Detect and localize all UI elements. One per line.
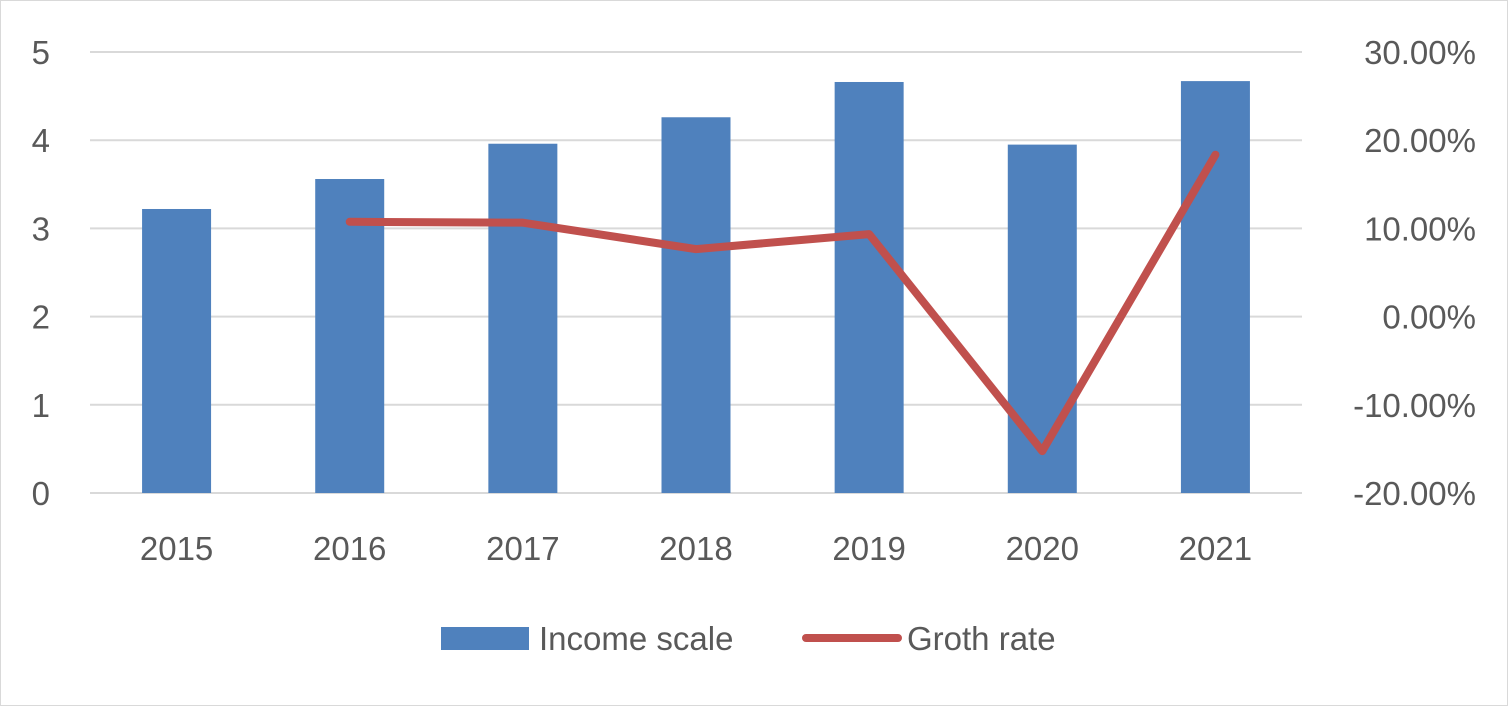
bar-2020 bbox=[1007, 144, 1077, 494]
growth-rate-line bbox=[345, 150, 1220, 456]
legend: Income scale Groth rate bbox=[441, 620, 1056, 657]
left-tick-label: 3 bbox=[32, 210, 50, 247]
bar-2016 bbox=[315, 179, 385, 493]
right-tick-label: 10.00% bbox=[1364, 210, 1476, 247]
bar-2015 bbox=[142, 208, 212, 493]
right-axis-ticks: -20.00% -10.00% 0.00% 10.00% 20.00% 30.00% bbox=[1353, 34, 1476, 512]
right-tick-label: 20.00% bbox=[1364, 122, 1476, 159]
x-tick-label: 2020 bbox=[1006, 530, 1079, 567]
x-tick-label: 2019 bbox=[832, 530, 905, 567]
x-axis-ticks: 2015 2016 2017 2018 2019 2020 2021 bbox=[140, 530, 1252, 567]
right-tick-label: -20.00% bbox=[1353, 475, 1476, 512]
right-tick-label: 0.00% bbox=[1382, 299, 1476, 336]
legend-label-growth: Groth rate bbox=[907, 620, 1056, 657]
legend-swatch-income bbox=[441, 627, 529, 650]
left-tick-label: 2 bbox=[32, 299, 50, 336]
x-tick-label: 2021 bbox=[1179, 530, 1252, 567]
x-tick-label: 2016 bbox=[313, 530, 386, 567]
left-tick-label: 0 bbox=[32, 475, 50, 512]
x-tick-label: 2017 bbox=[486, 530, 559, 567]
left-tick-label: 4 bbox=[32, 122, 50, 159]
right-tick-label: 30.00% bbox=[1364, 34, 1476, 71]
left-tick-label: 1 bbox=[32, 387, 50, 424]
income-bars bbox=[142, 81, 1250, 494]
left-axis-ticks: 0 1 2 3 4 5 bbox=[32, 34, 50, 512]
x-tick-label: 2015 bbox=[140, 530, 213, 567]
bar-2018 bbox=[661, 117, 731, 493]
bar-2017 bbox=[488, 143, 558, 493]
growth-line bbox=[345, 150, 1220, 456]
bar-2021 bbox=[1180, 81, 1250, 493]
right-tick-label: -10.00% bbox=[1353, 387, 1476, 424]
left-tick-label: 5 bbox=[32, 34, 50, 71]
x-tick-label: 2018 bbox=[659, 530, 732, 567]
bar-2019 bbox=[834, 81, 904, 493]
legend-label-income: Income scale bbox=[539, 620, 733, 657]
